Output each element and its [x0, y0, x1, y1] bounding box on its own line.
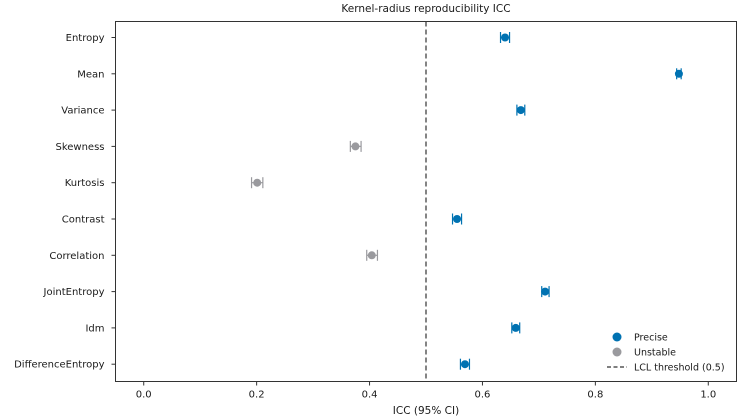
y-tick-label: Variance	[61, 106, 104, 117]
y-tick-label: Skewness	[55, 142, 104, 153]
icc-point-entropy	[501, 33, 510, 42]
plot-frame	[115, 21, 737, 382]
icc-point-jointentropy	[541, 287, 550, 296]
legend-label: Precise	[634, 333, 668, 344]
y-tick-label: DifferenceEntropy	[14, 360, 104, 371]
y-tick-label: Contrast	[62, 215, 105, 226]
legend-marker-unstable	[612, 347, 622, 357]
y-tick-label: Correlation	[49, 251, 104, 262]
y-tick-label: Idm	[85, 323, 104, 334]
x-axis-label: ICC (95% CI)	[393, 405, 459, 417]
y-tick-label: Entropy	[66, 33, 105, 44]
icc-point-idm	[511, 323, 520, 332]
legend-marker-precise	[612, 332, 622, 342]
y-tick-label: JointEntropy	[43, 287, 105, 298]
icc-point-correlation	[367, 251, 376, 260]
icc-point-variance	[516, 106, 525, 115]
y-tick-label: Mean	[77, 69, 104, 80]
legend-label: Unstable	[634, 348, 676, 359]
icc-point-kurtosis	[253, 178, 262, 187]
x-tick-label: 1.0	[700, 390, 716, 401]
x-tick-label: 0.6	[475, 390, 491, 401]
icc-point-mean	[674, 69, 683, 78]
legend-label: LCL threshold (0.5)	[634, 363, 725, 374]
icc-point-differenceentropy	[460, 360, 469, 369]
y-tick-label: Kurtosis	[65, 178, 105, 189]
legend: Precise Unstable LCL threshold (0.5)	[607, 332, 725, 374]
x-tick-label: 0.2	[249, 390, 265, 401]
plot-area: 0.0 0.2 0.4 0.6 0.8 1.0 Entropy Mean Variance Ske…	[14, 21, 716, 401]
x-tick-label: 0.8	[587, 390, 603, 401]
x-tick-label: 0.0	[136, 390, 152, 401]
icc-point-skewness	[351, 142, 360, 151]
x-tick-label: 0.4	[362, 390, 378, 401]
icc-point-contrast	[453, 215, 462, 223]
chart-title: Kernel-radius reproducibility ICC	[341, 3, 510, 15]
